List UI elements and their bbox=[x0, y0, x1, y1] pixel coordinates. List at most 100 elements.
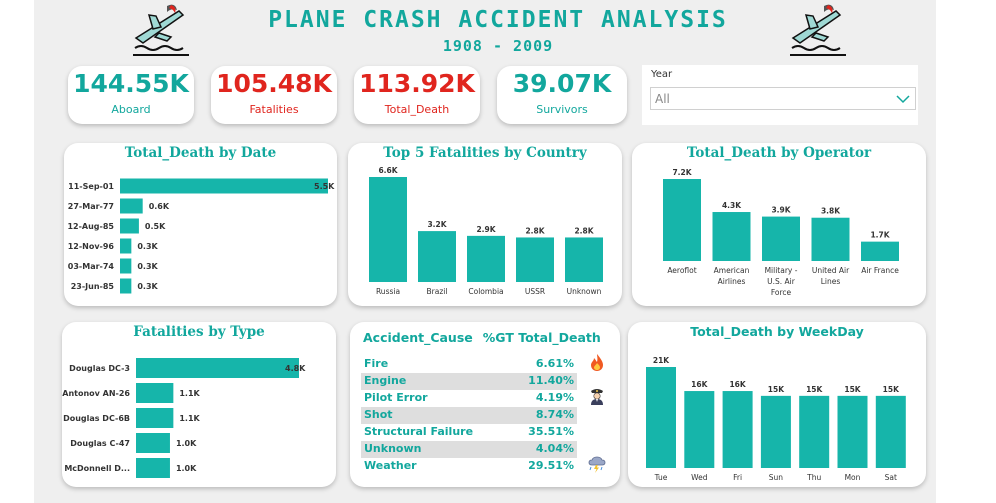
table-row[interactable]: Engine 11.40% bbox=[361, 373, 577, 390]
kpi-card-survivors: 39.07K Survivors bbox=[497, 66, 627, 124]
chart-death-by-date: 11-Sep-01 5.5K 27-Mar-77 0.6K 12-Aug-85 0.5K 1… bbox=[67, 178, 335, 294]
category-label: Military - bbox=[765, 266, 798, 275]
pct-cell: 35.51% bbox=[528, 425, 574, 438]
column-header[interactable]: Accident_Cause bbox=[363, 330, 473, 345]
bar bbox=[722, 391, 753, 468]
bar bbox=[663, 179, 701, 261]
category-label: McDonnell D... bbox=[64, 464, 130, 473]
data-label: 0.5K bbox=[145, 222, 166, 231]
cause-cell: Pilot Error bbox=[364, 391, 428, 404]
year-dropdown-value: All bbox=[655, 92, 670, 106]
data-label: 3.9K bbox=[771, 206, 791, 215]
category-label: 03-Mar-74 bbox=[68, 262, 115, 271]
pct-cell: 6.61% bbox=[535, 357, 574, 370]
category-label: 12-Aug-85 bbox=[67, 222, 114, 231]
chevron-down-icon[interactable] bbox=[895, 89, 911, 107]
table-row[interactable]: Unknown 4.04% bbox=[361, 441, 577, 458]
category-label: 12-Nov-96 bbox=[68, 242, 115, 251]
table-row[interactable]: Pilot Error 4.19% bbox=[361, 390, 577, 407]
data-label: 1.1K bbox=[179, 389, 200, 398]
bar bbox=[646, 367, 676, 468]
data-label: 7.2K bbox=[672, 168, 692, 177]
data-label: 2.8K bbox=[525, 226, 545, 235]
kpi-card-fatalities: 105.48K Fatalities bbox=[211, 66, 337, 124]
category-label: USSR bbox=[525, 287, 545, 296]
cause-cell: Shot bbox=[364, 408, 393, 421]
column-header[interactable]: %GT Total_Death bbox=[482, 330, 601, 345]
category-label: Sun bbox=[769, 473, 784, 482]
chart-fatalities-by-type: Douglas DC-3 4.8K Antonov AN-26 1.1K Douglas… bbox=[62, 358, 306, 478]
bar bbox=[712, 212, 751, 261]
bar bbox=[120, 178, 328, 194]
bar bbox=[418, 231, 456, 282]
table-row[interactable]: Structural Failure 35.51% bbox=[361, 424, 577, 441]
chart-title: Fatalities by Type bbox=[133, 324, 265, 340]
year-slicer: Year All bbox=[642, 65, 918, 125]
pct-cell: 11.40% bbox=[528, 374, 574, 387]
kpi-label: Aboard bbox=[111, 103, 151, 116]
kpi-label: Total_Death bbox=[384, 103, 450, 116]
category-label: Thu bbox=[806, 473, 821, 482]
data-label: 0.3K bbox=[137, 242, 158, 251]
bar bbox=[136, 358, 299, 378]
bar bbox=[120, 198, 143, 214]
chart-title: Total_Death by Date bbox=[124, 145, 277, 161]
table-row[interactable]: Shot 8.74% bbox=[361, 407, 577, 424]
kpi-value: 39.07K bbox=[512, 69, 612, 98]
data-label: 6.6K bbox=[378, 166, 398, 175]
cause-cell: Fire bbox=[364, 357, 389, 370]
bar bbox=[516, 237, 554, 282]
chart-title: Total_Death by Operator bbox=[686, 145, 872, 161]
bar bbox=[136, 458, 170, 478]
data-label: 4.3K bbox=[722, 201, 742, 210]
plane-crash-icon bbox=[790, 4, 846, 56]
chart-death-by-operator: 7.2K Aeroflot 4.3K American Airlines 3.9K Mili… bbox=[663, 168, 899, 297]
chart-top5-country: 6.6K Russia 3.2K Brazil 2.9K Colombia 2.8K USSR… bbox=[369, 166, 603, 296]
category-label: Douglas C-47 bbox=[70, 439, 130, 448]
data-label: 21K bbox=[653, 356, 670, 365]
year-slicer-label: Year bbox=[651, 69, 673, 80]
kpi-value: 113.92K bbox=[359, 69, 475, 98]
chart-card-death-by-operator: Total_Death by Operator 7.2K Aeroflot 4.3K… bbox=[632, 143, 926, 306]
table-row[interactable]: Weather 29.51% bbox=[361, 458, 577, 475]
category-label: Douglas DC-3 bbox=[69, 364, 130, 373]
data-label: 5.5K bbox=[314, 182, 335, 191]
pct-cell: 4.19% bbox=[535, 391, 574, 404]
category-label: Mon bbox=[845, 473, 861, 482]
data-label: 15K bbox=[844, 385, 861, 394]
year-dropdown[interactable]: All bbox=[650, 87, 916, 110]
accident-cause-table-card: Accident_Cause %GT Total_Death Fire 6.61% … bbox=[350, 322, 620, 487]
category-label: Unknown bbox=[567, 287, 602, 296]
category-label: Colombia bbox=[468, 287, 503, 296]
chart-card-top5-country: Top 5 Fatalities by Country 6.6K Russia 3.… bbox=[348, 143, 622, 306]
category-label: 11-Sep-01 bbox=[68, 182, 114, 191]
cause-cell: Engine bbox=[364, 374, 407, 387]
data-label: 2.8K bbox=[574, 226, 594, 235]
data-label: 1.0K bbox=[176, 439, 197, 448]
page-title: PLANE CRASH ACCIDENT ANALYSIS bbox=[268, 7, 728, 33]
category-label: Tue bbox=[654, 473, 668, 482]
bar bbox=[120, 218, 139, 234]
fire-icon bbox=[591, 354, 603, 371]
data-label: 15K bbox=[768, 385, 785, 394]
category-label: Russia bbox=[376, 287, 400, 296]
kpi-value: 105.48K bbox=[216, 69, 332, 98]
chart-card-death-by-date: Total_Death by Date 11-Sep-01 5.5K 27-Mar-… bbox=[64, 143, 337, 306]
chart-title: Total_Death by WeekDay bbox=[690, 324, 864, 339]
bar bbox=[762, 216, 800, 261]
table-row[interactable]: Fire 6.61% bbox=[361, 356, 577, 373]
kpi-value: 144.55K bbox=[73, 69, 189, 98]
category-label: Brazil bbox=[427, 287, 448, 296]
category-label: Air France bbox=[861, 266, 899, 275]
bar bbox=[120, 238, 132, 254]
pilot-icon bbox=[591, 389, 603, 405]
bar bbox=[467, 235, 505, 282]
category-label: United Air bbox=[812, 266, 850, 275]
cause-cell: Weather bbox=[364, 459, 417, 472]
plane-crash-icon bbox=[133, 4, 189, 56]
data-label: 16K bbox=[729, 380, 746, 389]
bar bbox=[837, 395, 868, 468]
data-label: 3.2K bbox=[427, 220, 447, 229]
bar bbox=[136, 408, 174, 428]
pct-cell: 8.74% bbox=[535, 408, 574, 421]
